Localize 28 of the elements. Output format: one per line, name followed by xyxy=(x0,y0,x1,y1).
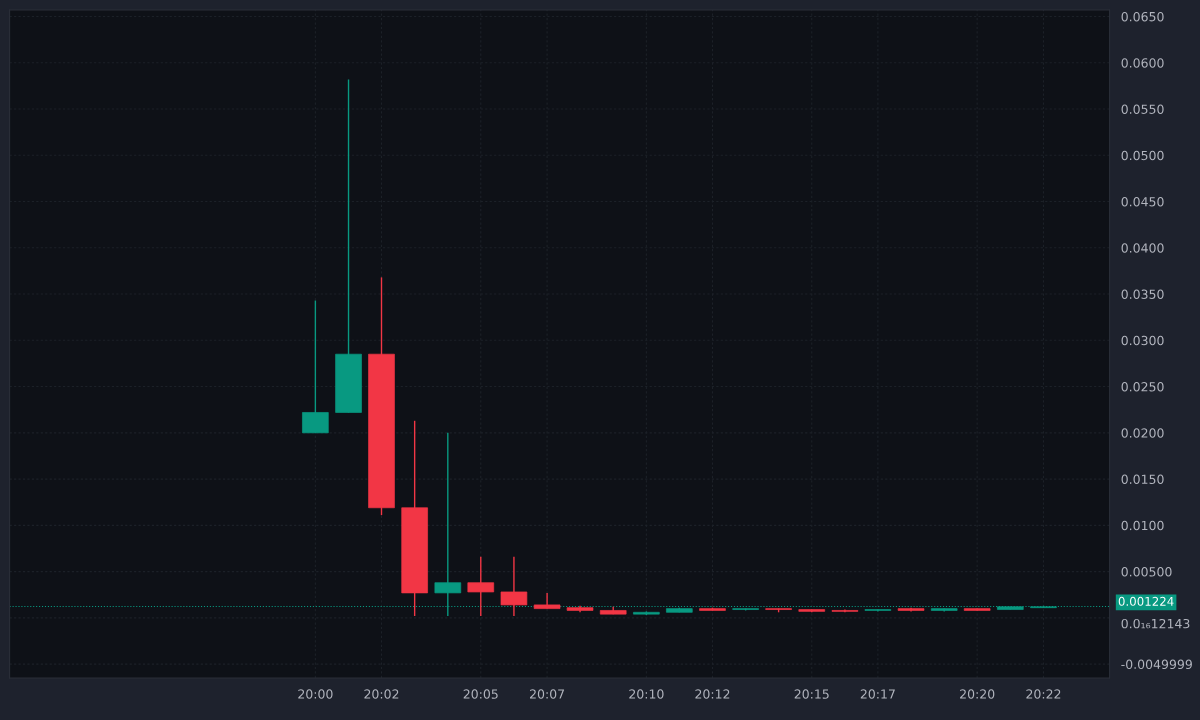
candlestick xyxy=(467,556,495,617)
y-tick-label: 0.0650 xyxy=(1121,11,1164,22)
x-tick-label: 20:00 xyxy=(298,689,333,699)
x-tick-label: 20:20 xyxy=(960,689,995,699)
x-tick-label: 20:05 xyxy=(463,689,498,699)
x-tick-label: 20:17 xyxy=(860,689,895,699)
y-tick-label: 0.0350 xyxy=(1121,289,1164,299)
y-tick-label: 0.0300 xyxy=(1121,335,1164,346)
y-tick-label: 0.00500 xyxy=(1121,567,1172,577)
x-tick-label: 20:15 xyxy=(794,689,829,699)
y-tick-label: -0.0049999 xyxy=(1121,659,1192,670)
y-tick-label: 0.0₁₆12143 xyxy=(1121,618,1190,629)
y-tick-label: 0.0450 xyxy=(1121,196,1164,207)
y-tick-label: 0.0600 xyxy=(1121,58,1164,68)
y-tick-label: 0.0100 xyxy=(1121,520,1164,531)
x-tick-label: 20:12 xyxy=(695,689,730,699)
y-tick-label: 0.0400 xyxy=(1121,243,1164,253)
y-tick-label: 0.0250 xyxy=(1121,382,1164,392)
candlestick xyxy=(533,592,561,610)
y-tick-label: 0.0500 xyxy=(1121,150,1164,161)
x-tick-label: 20:22 xyxy=(1026,689,1061,699)
x-tick-label: 20:10 xyxy=(629,689,664,699)
x-tick-label: 20:07 xyxy=(530,689,565,699)
x-tick-label: 20:02 xyxy=(364,689,399,699)
ref-line-label: 0.001224 xyxy=(1118,596,1174,606)
y-tick-label: 0.0200 xyxy=(1121,428,1164,438)
y-tick-label: 0.0550 xyxy=(1121,104,1164,114)
y-tick-label: 0.0150 xyxy=(1121,474,1164,485)
